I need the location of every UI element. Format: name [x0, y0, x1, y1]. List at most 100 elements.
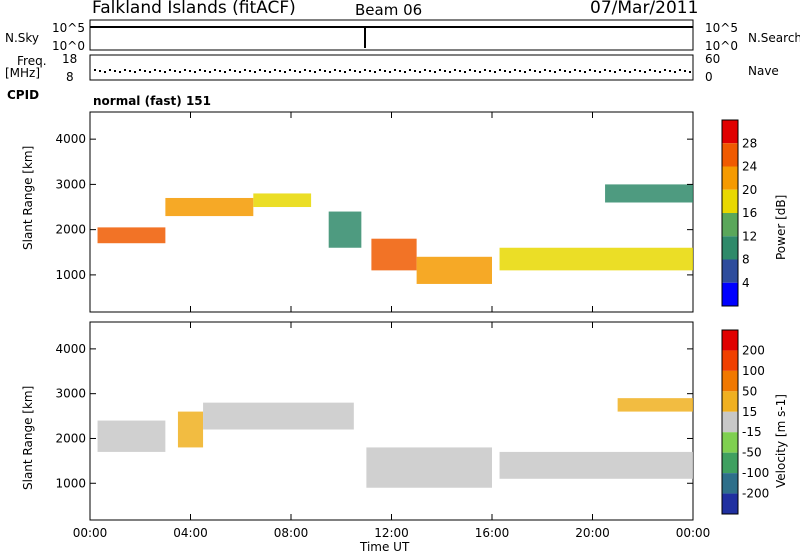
freq-dot — [404, 71, 406, 73]
freq-dot — [609, 70, 611, 72]
colorbar-tick-label: 24 — [742, 160, 757, 174]
freq-dot — [629, 71, 631, 73]
y-tick-label: 3000 — [55, 387, 86, 401]
freq-dot — [439, 69, 441, 71]
colorbar-tick-label: 200 — [742, 343, 765, 357]
cpid-label: CPID — [7, 88, 40, 102]
freq-dot — [559, 69, 561, 71]
freq-dot — [374, 71, 376, 73]
freq-dot — [384, 70, 386, 72]
freq-dot — [654, 70, 656, 72]
colorbar-frame — [721, 329, 739, 515]
freq-dot — [529, 69, 531, 71]
freq-dot — [304, 69, 306, 71]
freq-bottom-tick: 8 — [66, 70, 74, 84]
freq-dot — [649, 69, 651, 71]
nsearch-top-tick: 10^5 — [705, 21, 738, 35]
freq-dot — [479, 71, 481, 73]
freq-dot — [189, 70, 191, 72]
freq-dot — [264, 70, 266, 72]
colorbar-swatch — [722, 236, 738, 260]
freq-dot — [644, 71, 646, 73]
power-band-3 — [328, 211, 362, 248]
colorbar-tick-label: 50 — [742, 384, 757, 398]
station-title: Falkland Islands (fitACF) — [92, 0, 296, 18]
freq-strip — [89, 54, 694, 81]
colorbar-tick-label: -200 — [742, 487, 769, 501]
power-band-5 — [416, 256, 492, 284]
freq-dot — [179, 71, 181, 73]
freq-dot — [454, 69, 456, 71]
x-tick-label: 00:00 — [73, 526, 108, 540]
freq-dot — [159, 70, 161, 72]
velocity-band-1 — [177, 411, 204, 448]
freq-dot — [354, 70, 356, 72]
freq-dot — [499, 69, 501, 71]
x-axis-label: Time UT — [360, 540, 410, 554]
freq-dot — [379, 69, 381, 71]
freq-dot — [329, 71, 331, 73]
freq-dot — [689, 71, 691, 73]
freq-dot — [139, 69, 141, 71]
freq-dot — [274, 69, 276, 71]
freq-dot — [224, 71, 226, 73]
colorbar-swatch — [722, 473, 738, 494]
colorbar-frame — [721, 119, 739, 307]
y-tick-label: 1000 — [55, 476, 86, 490]
freq-dot — [314, 71, 316, 73]
colorbar-tick-label: -50 — [742, 446, 762, 460]
y-tick-label: 1000 — [55, 268, 86, 282]
x-tick-label: 12:00 — [374, 526, 409, 540]
freq-dot — [599, 71, 601, 73]
freq-dot — [519, 70, 521, 72]
colorbar-swatch — [722, 370, 738, 392]
freq-dot — [359, 71, 361, 73]
power-band-6 — [499, 247, 693, 271]
freq-dot — [209, 71, 211, 73]
colorbar-swatch — [722, 452, 738, 474]
freq-dot — [119, 71, 121, 73]
nave-bottom-tick: 0 — [705, 70, 713, 84]
freq-dot — [524, 71, 526, 73]
velocity-band-5 — [617, 398, 693, 412]
freq-dot — [634, 69, 636, 71]
nsky-strip — [89, 19, 694, 51]
freq-dot — [269, 71, 271, 73]
freq-dot — [494, 71, 496, 73]
freq-dot — [204, 70, 206, 72]
freq-dot — [539, 71, 541, 73]
freq-dot — [569, 71, 571, 73]
freq-dot — [279, 70, 281, 72]
colorbar-swatch — [722, 493, 738, 514]
colorbar-swatch — [722, 330, 738, 351]
x-tick-label: 00:00 — [676, 526, 711, 540]
freq-dot — [679, 69, 681, 71]
freq-dot — [154, 69, 156, 71]
freq-dot — [334, 69, 336, 71]
colorbar-tick-label: 4 — [742, 276, 750, 290]
freq-dot — [684, 70, 686, 72]
freq-dot — [229, 69, 231, 71]
freq-dot — [254, 71, 256, 73]
colorbar-swatch — [722, 143, 738, 167]
freq-dot — [124, 69, 126, 71]
beam-title: Beam 06 — [355, 1, 423, 19]
freq-dot — [94, 69, 96, 71]
freq-dot — [99, 70, 101, 72]
freq-dot — [484, 69, 486, 71]
colorbar-swatch — [722, 391, 738, 412]
mode-label: normal (fast) 151 — [93, 94, 211, 108]
power-band-7 — [605, 184, 693, 203]
colorbar-swatch — [722, 350, 738, 371]
freq-dot — [639, 70, 641, 72]
colorbar-tick-label: 100 — [742, 364, 765, 378]
velocity-band-0 — [97, 420, 166, 452]
freq-dot — [614, 71, 616, 73]
colorbar-swatch — [722, 432, 738, 453]
freq-dot — [344, 71, 346, 73]
nsky-top-tick: 10^5 — [52, 21, 85, 35]
freq-dot — [144, 70, 146, 72]
freq-dot — [299, 71, 301, 73]
colorbar-swatch — [722, 189, 738, 213]
freq-dot — [294, 70, 296, 72]
